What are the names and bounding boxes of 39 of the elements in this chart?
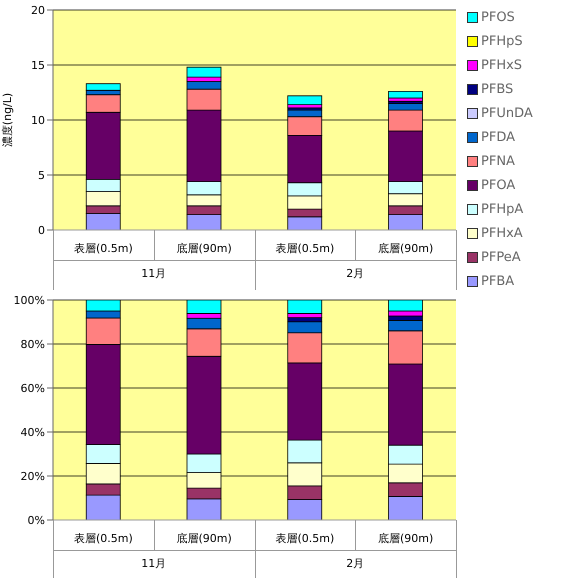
legend-label: PFHpA <box>481 202 524 216</box>
legend-label: PFHxA <box>481 226 523 240</box>
y-tick-label: 100% <box>14 294 45 307</box>
y-tick-label: 20 <box>31 4 45 17</box>
bar <box>287 95 322 105</box>
text: 2月 <box>345 556 366 571</box>
y-tick-label: 15 <box>31 58 45 72</box>
legend-label: PFPeA <box>481 250 521 264</box>
legend-label: PFHxS <box>481 58 522 72</box>
legend-label: PFDA <box>481 130 515 144</box>
x-tick-label: 底層(90m) <box>176 242 232 255</box>
x-tick-label: 表層(0.5m) <box>74 532 133 545</box>
y-tick-label: 40% <box>20 426 45 439</box>
legend-label: PFNA <box>481 154 515 168</box>
x-tick-label: 表層(0.5m) <box>275 242 334 255</box>
text: 11月 <box>140 556 168 571</box>
legend-label: PFBA <box>481 274 514 288</box>
legend-label: PFBS <box>481 82 514 96</box>
y-tick-label: 5 <box>38 168 45 182</box>
x-tick-label: 表層(0.5m) <box>275 532 334 545</box>
x-tick-label: 底層(90m) <box>378 532 434 545</box>
y-tick-label: 80% <box>20 338 45 351</box>
y-tick-label: 20% <box>20 470 45 483</box>
x-tick-label: 表層(0.5m) <box>74 242 133 255</box>
x-tick-label: 底層(90m) <box>378 242 434 255</box>
legend-label: PFOS <box>481 10 515 24</box>
legend-label: PFHpS <box>481 34 523 48</box>
bar <box>388 91 423 98</box>
text: 11月 <box>140 266 168 281</box>
y-tick-label: 60% <box>20 382 45 395</box>
y-axis-title: 濃度(ng/L) <box>0 92 14 148</box>
legend-label: PFUnDA <box>481 106 533 120</box>
bar <box>86 83 121 91</box>
x-tick-label: 底層(90m) <box>176 532 232 545</box>
y-tick-label: 0 <box>38 224 45 237</box>
y-tick-label: 10 <box>31 114 45 127</box>
text: 2月 <box>345 266 366 281</box>
legend-label: PFOA <box>481 178 516 192</box>
y-tick-label: 0% <box>28 514 45 527</box>
